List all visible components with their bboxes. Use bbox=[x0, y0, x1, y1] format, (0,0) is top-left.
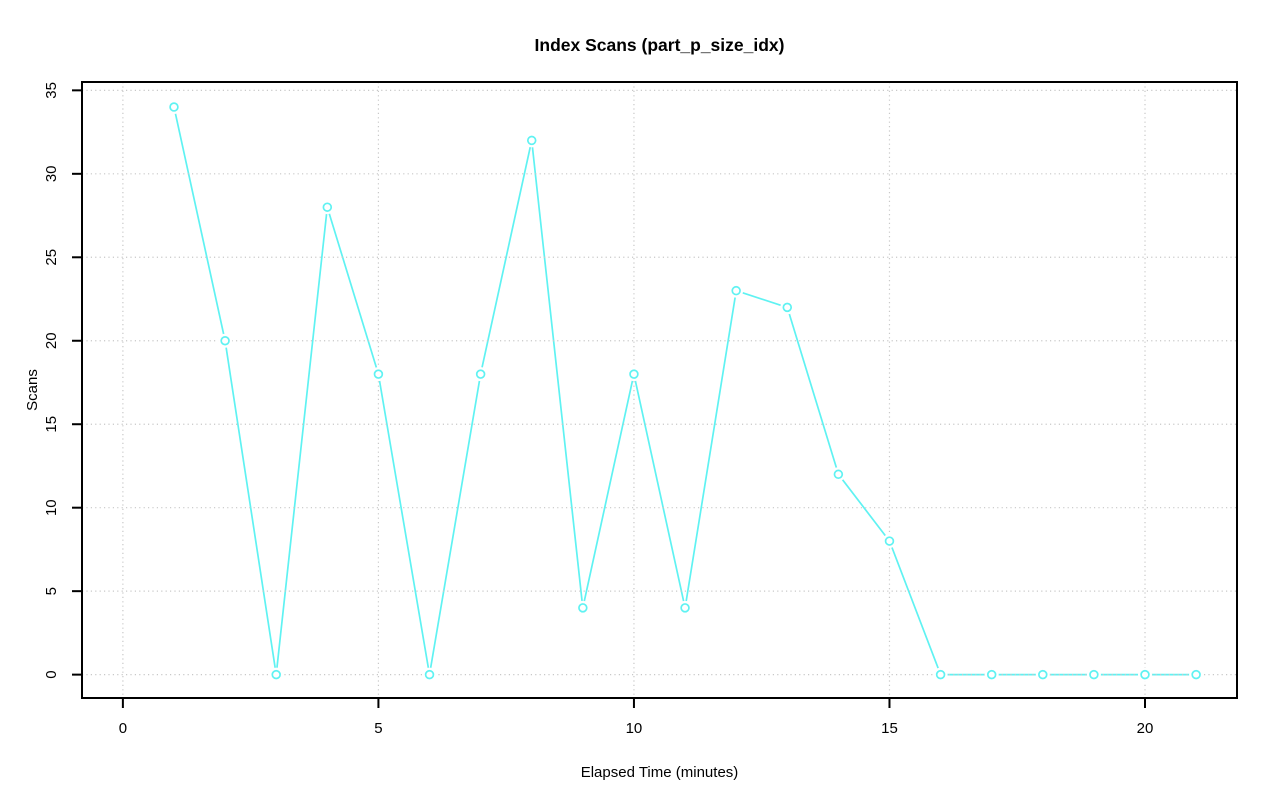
data-point-halo bbox=[882, 534, 897, 549]
data-point-halo bbox=[1189, 667, 1204, 682]
data-point-halo bbox=[166, 100, 181, 115]
y-axis-tick-label: 20 bbox=[43, 332, 60, 349]
data-point-halo bbox=[473, 367, 488, 382]
chart-title: Index Scans (part_p_size_idx) bbox=[535, 35, 785, 55]
data-point bbox=[475, 369, 486, 379]
data-point-halo bbox=[626, 367, 641, 382]
x-axis-tick-label: 15 bbox=[881, 720, 898, 737]
data-point bbox=[424, 669, 435, 680]
data-point bbox=[1191, 669, 1201, 680]
data-point-halo bbox=[678, 600, 693, 615]
data-point-halo bbox=[320, 200, 335, 215]
data-point bbox=[169, 102, 179, 112]
data-point bbox=[986, 669, 997, 680]
data-point-halo bbox=[1086, 667, 1101, 682]
data-point-halo bbox=[269, 667, 284, 682]
y-axis-tick-label: 35 bbox=[43, 82, 60, 99]
x-axis-tick-label: 20 bbox=[1137, 720, 1154, 737]
data-point bbox=[833, 469, 844, 480]
series-line bbox=[173, 106, 1197, 676]
data-point-halo bbox=[831, 467, 846, 482]
data-point-halo bbox=[1138, 667, 1153, 682]
data-point bbox=[271, 669, 281, 680]
x-axis-label: Elapsed Time (minutes) bbox=[581, 764, 739, 781]
plot-border bbox=[81, 81, 1238, 699]
data-point-halo bbox=[524, 133, 539, 148]
data-point-halo bbox=[575, 600, 590, 615]
data-point bbox=[1038, 669, 1048, 680]
y-axis-tick-label: 30 bbox=[43, 165, 60, 182]
data-point bbox=[1089, 669, 1099, 680]
y-axis-tick-label: 25 bbox=[43, 249, 60, 266]
x-axis-tick-label: 0 bbox=[119, 720, 127, 737]
x-axis-tick-label: 5 bbox=[374, 720, 382, 737]
data-point-halo bbox=[729, 283, 744, 298]
data-point bbox=[884, 536, 895, 546]
data-point bbox=[680, 603, 690, 613]
data-point-halo bbox=[422, 667, 437, 682]
data-point-halo bbox=[1035, 667, 1050, 682]
data-point bbox=[322, 202, 333, 212]
data-point-halo bbox=[780, 300, 795, 315]
data-point-halo bbox=[984, 667, 999, 682]
data-point-halo bbox=[933, 667, 948, 682]
data-point bbox=[731, 285, 741, 296]
data-point bbox=[220, 336, 230, 346]
data-point-halo bbox=[371, 367, 386, 382]
data-point-halo bbox=[218, 333, 233, 348]
data-point bbox=[629, 369, 639, 379]
data-point bbox=[1140, 669, 1150, 680]
y-axis-tick-label: 5 bbox=[43, 587, 60, 595]
data-point bbox=[578, 603, 588, 613]
y-axis-label: Scans bbox=[24, 369, 41, 411]
data-point bbox=[373, 369, 384, 379]
x-axis-tick-label: 10 bbox=[626, 720, 643, 737]
data-point bbox=[526, 135, 537, 146]
data-point bbox=[782, 302, 793, 313]
y-axis-tick-label: 0 bbox=[43, 670, 60, 678]
y-axis-tick-label: 15 bbox=[43, 416, 60, 433]
data-point bbox=[935, 669, 946, 680]
y-axis-tick-label: 10 bbox=[43, 499, 60, 516]
